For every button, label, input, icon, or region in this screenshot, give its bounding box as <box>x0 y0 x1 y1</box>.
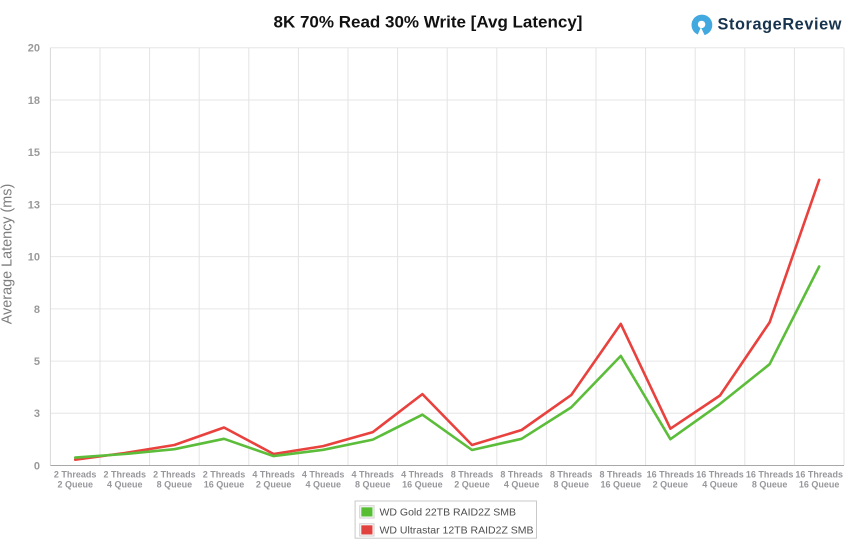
svg-text:4 Threads: 4 Threads <box>252 469 295 479</box>
svg-text:20: 20 <box>28 43 40 55</box>
svg-text:16 Queue: 16 Queue <box>799 479 840 489</box>
svg-text:4 Threads: 4 Threads <box>352 469 395 479</box>
svg-text:StorageReview: StorageReview <box>718 16 843 34</box>
svg-text:2 Threads: 2 Threads <box>203 469 246 479</box>
svg-text:18: 18 <box>28 95 40 107</box>
svg-text:2 Threads: 2 Threads <box>153 469 196 479</box>
svg-text:4 Queue: 4 Queue <box>107 479 143 489</box>
svg-text:8: 8 <box>34 304 40 316</box>
svg-text:8K 70% Read 30% Write [Avg Lat: 8K 70% Read 30% Write [Avg Latency] <box>274 13 583 32</box>
svg-text:16 Threads: 16 Threads <box>746 469 794 479</box>
svg-text:8 Threads: 8 Threads <box>451 469 494 479</box>
svg-text:8 Queue: 8 Queue <box>157 479 193 489</box>
svg-text:8 Queue: 8 Queue <box>355 479 391 489</box>
svg-text:2 Threads: 2 Threads <box>54 469 97 479</box>
svg-text:8 Threads: 8 Threads <box>600 469 643 479</box>
svg-text:16 Queue: 16 Queue <box>402 479 443 489</box>
svg-text:8 Threads: 8 Threads <box>500 469 543 479</box>
svg-text:8 Threads: 8 Threads <box>550 469 593 479</box>
svg-text:0: 0 <box>34 460 40 472</box>
svg-text:Average Latency (ms): Average Latency (ms) <box>0 184 15 325</box>
svg-text:16 Threads: 16 Threads <box>696 469 744 479</box>
svg-text:13: 13 <box>28 199 40 211</box>
svg-text:WD Ultrastar 12TB RAID2Z SMB: WD Ultrastar 12TB RAID2Z SMB <box>380 524 534 536</box>
svg-text:4 Queue: 4 Queue <box>702 479 738 489</box>
svg-text:15: 15 <box>28 147 40 159</box>
svg-text:3: 3 <box>34 408 40 420</box>
svg-text:16 Queue: 16 Queue <box>204 479 245 489</box>
svg-text:2 Threads: 2 Threads <box>104 469 147 479</box>
svg-text:2 Queue: 2 Queue <box>57 479 93 489</box>
svg-text:4 Threads: 4 Threads <box>401 469 444 479</box>
svg-text:16 Threads: 16 Threads <box>795 469 843 479</box>
svg-text:2 Queue: 2 Queue <box>256 479 292 489</box>
svg-text:2 Queue: 2 Queue <box>653 479 689 489</box>
svg-text:4 Queue: 4 Queue <box>305 479 341 489</box>
svg-text:10: 10 <box>28 252 40 264</box>
svg-text:8 Queue: 8 Queue <box>752 479 788 489</box>
svg-text:4 Threads: 4 Threads <box>302 469 345 479</box>
svg-text:16 Threads: 16 Threads <box>647 469 695 479</box>
svg-text:8 Queue: 8 Queue <box>553 479 589 489</box>
svg-text:2 Queue: 2 Queue <box>454 479 490 489</box>
svg-text:WD Gold 22TB RAID2Z SMB: WD Gold 22TB RAID2Z SMB <box>380 507 517 519</box>
svg-text:5: 5 <box>34 356 40 368</box>
svg-text:4 Queue: 4 Queue <box>504 479 540 489</box>
svg-text:16 Queue: 16 Queue <box>601 479 642 489</box>
